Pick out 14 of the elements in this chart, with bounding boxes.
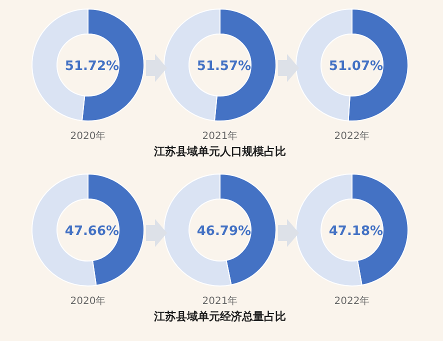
data-label: 47.66% [64, 224, 120, 239]
text: 2022年 [334, 295, 370, 307]
data-label: 51.07% [328, 59, 384, 74]
data-label: 46.79% [196, 224, 252, 239]
data-label: 51.57% [196, 59, 252, 74]
text: 江苏县域单元经济总量占比 [153, 310, 286, 323]
text: 2020年 [70, 295, 106, 307]
text: 2022年 [334, 130, 370, 142]
data-label: 51.72% [64, 59, 120, 74]
text: 2021年 [202, 295, 238, 307]
text: 2020年 [70, 130, 106, 142]
data-label: 47.18% [328, 224, 384, 239]
text: 2021年 [202, 130, 238, 142]
text: 江苏县域单元人口规模占比 [153, 145, 286, 158]
